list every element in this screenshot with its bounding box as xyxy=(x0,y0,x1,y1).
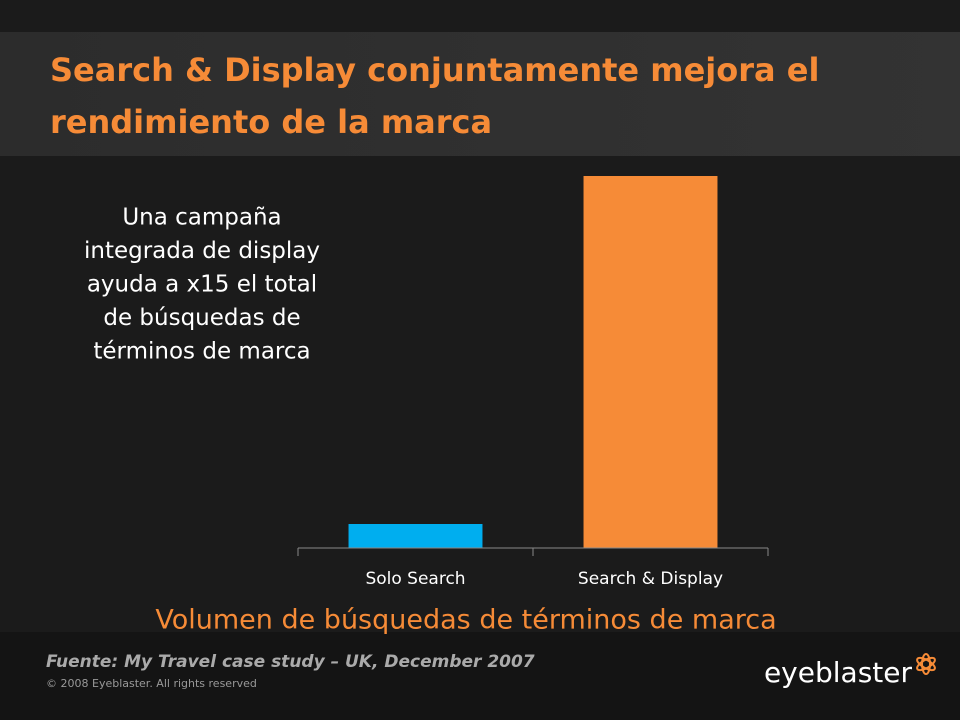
x-axis-title: Volumen de búsquedas de términos de marc… xyxy=(155,605,776,636)
annotation: integrada de display xyxy=(84,238,320,264)
x-tick-label: Solo Search xyxy=(365,569,465,589)
annotation: Una campaña xyxy=(122,205,281,231)
logo: eyeblaster xyxy=(764,656,913,689)
source: Fuente: My Travel case study – UK, Decem… xyxy=(46,652,535,672)
slide-title: Search & Display conjuntamente mejora el xyxy=(50,51,819,89)
bar xyxy=(348,524,483,548)
title-band xyxy=(0,32,960,156)
slide-title: rendimiento de la marca xyxy=(50,103,492,141)
annotation: de búsquedas de xyxy=(103,305,300,331)
footer-band xyxy=(0,632,960,720)
copyright: © 2008 Eyeblaster. All rights reserved xyxy=(46,677,257,690)
annotation: términos de marca xyxy=(93,339,310,365)
bar xyxy=(583,176,718,548)
annotation: ayuda a x15 el total xyxy=(87,272,317,298)
x-tick-label: Search & Display xyxy=(578,569,723,589)
logo-icon xyxy=(916,653,936,675)
